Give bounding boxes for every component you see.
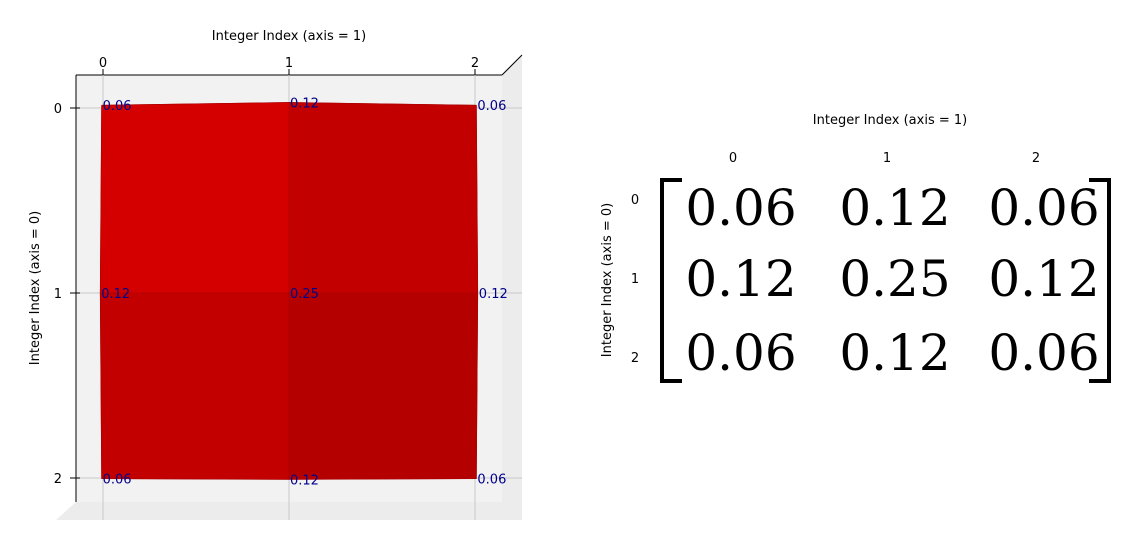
matrix-row-label: 0 — [631, 193, 639, 208]
matrix-y-axis-title: Integer Index (axis = 0) — [600, 203, 615, 357]
surface-mesh-col-2 — [476, 105, 479, 479]
surface-value-label-0-2: 0.06 — [477, 99, 506, 114]
matrix-row-label: 2 — [631, 351, 639, 366]
left-bracket — [660, 178, 682, 383]
surface-x-axis-title: Integer Index (axis = 1) — [212, 29, 366, 44]
surface-mesh-col-0 — [99, 105, 102, 479]
matrix-row-label: 1 — [631, 272, 639, 287]
surface-value-label-1-2: 0.12 — [479, 287, 508, 302]
surface-value-label-2-0: 0.06 — [103, 473, 132, 488]
surface-patches — [99, 102, 479, 480]
matrix-table: Integer Index (axis = 1) Integer Index (… — [600, 113, 1111, 383]
surface-value-label-0-1: 0.12 — [290, 96, 319, 111]
surface-value-label-1-0: 0.12 — [101, 287, 130, 302]
matrix-col-label: 1 — [883, 151, 891, 166]
surface-x-tick-label: 2 — [471, 56, 479, 71]
matrix-cell-2-0: 0.06 — [685, 324, 796, 382]
side-pane — [502, 55, 522, 520]
matrix-cell-2-1: 0.12 — [839, 324, 950, 382]
surface-value-labels: 0.06 0.12 0.06 0.12 0.25 0.12 0.06 0.12 0.06 — [101, 96, 508, 488]
surface-y-tick-label: 1 — [54, 287, 62, 302]
matrix-cell-0-1: 0.12 — [839, 179, 950, 237]
surface-y-tick-label: 0 — [54, 102, 62, 117]
matrix-cell-2-2: 0.06 — [988, 324, 1099, 382]
surface-y-axis-title: Integer Index (axis = 0) — [28, 211, 43, 365]
matrix-cell-1-1: 0.25 — [839, 250, 950, 308]
matrix-cells: 0.06 0.12 0.06 0.12 0.25 0.12 0.06 0.12 0.06 — [685, 179, 1099, 382]
right-bracket — [1089, 178, 1111, 383]
surface-y-tick-label: 2 — [54, 472, 62, 487]
surface-patch-1-0 — [99, 292, 290, 480]
matrix-ticks: 0 1 2 0 1 2 — [631, 151, 1040, 366]
matrix-cell-1-2: 0.12 — [988, 250, 1099, 308]
surface-value-label-0-0: 0.06 — [103, 99, 132, 114]
matrix-col-label: 2 — [1032, 151, 1040, 166]
surface-value-label-1-1: 0.25 — [290, 287, 319, 302]
matrix-cell-1-0: 0.12 — [685, 250, 796, 308]
matrix-cell-0-0: 0.06 — [685, 179, 796, 237]
surface-x-tick-label: 0 — [99, 56, 107, 71]
matrix-cell-0-2: 0.06 — [988, 179, 1099, 237]
depth-axis-line — [501, 54, 523, 76]
surface-x-tick-label: 1 — [285, 56, 293, 71]
surface-patch-0-1 — [288, 102, 479, 294]
surface-value-label-2-1: 0.12 — [290, 473, 319, 488]
surface-ticks: 0 1 2 0 1 2 — [54, 56, 479, 487]
matrix-x-axis-title: Integer Index (axis = 1) — [813, 113, 967, 128]
matrix-col-label: 0 — [729, 151, 737, 166]
surface-value-label-2-2: 0.06 — [477, 473, 506, 488]
surface-patch-1-1 — [288, 292, 479, 480]
surface-patch-0-0 — [99, 102, 290, 294]
